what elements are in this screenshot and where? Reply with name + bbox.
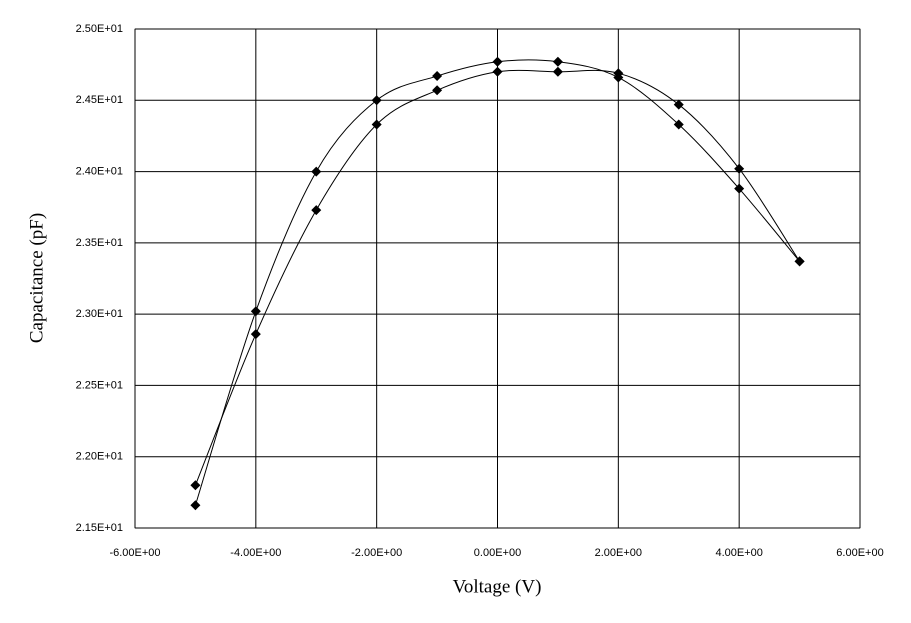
data-point xyxy=(250,306,261,317)
y-tick-label: 2.50E+01 xyxy=(76,23,123,35)
y-tick-label: 2.45E+01 xyxy=(76,94,123,106)
data-point xyxy=(492,56,503,67)
x-tick-label: 2.00E+00 xyxy=(595,547,642,559)
data-point xyxy=(794,256,805,267)
y-tick-label: 2.15E+01 xyxy=(76,522,123,534)
data-point xyxy=(734,163,745,174)
data-point xyxy=(673,99,684,110)
data-point xyxy=(613,68,624,79)
y-tick-label: 2.20E+01 xyxy=(76,451,123,463)
x-axis-title: Voltage (V) xyxy=(453,576,542,597)
y-tick-label: 2.30E+01 xyxy=(76,308,123,320)
data-point xyxy=(492,66,503,77)
data-point xyxy=(311,166,322,177)
x-tick-label: 4.00E+00 xyxy=(715,547,762,559)
series-line xyxy=(194,69,801,486)
y-tick-label: 2.25E+01 xyxy=(76,379,123,391)
x-tick-label: -2.00E+00 xyxy=(351,547,402,559)
y-axis-title: Capacitance (pF) xyxy=(26,213,47,343)
data-point xyxy=(432,85,443,96)
data-point xyxy=(250,329,261,340)
x-tick-label: 0.00E+00 xyxy=(474,547,521,559)
data-point xyxy=(552,66,563,77)
x-tick-label: -6.00E+00 xyxy=(109,547,160,559)
data-point xyxy=(371,95,382,106)
data-point xyxy=(190,500,201,511)
x-tick-label: -4.00E+00 xyxy=(230,547,281,559)
data-point xyxy=(734,183,745,194)
y-tick-label: 2.40E+01 xyxy=(76,165,123,177)
data-point xyxy=(190,480,201,491)
series-line xyxy=(194,59,800,506)
y-tick-label: 2.35E+01 xyxy=(76,237,123,249)
data-point xyxy=(432,71,443,82)
data-point xyxy=(371,119,382,130)
data-point xyxy=(311,205,322,216)
data-point xyxy=(552,56,563,67)
x-tick-label: 6.00E+00 xyxy=(836,547,883,559)
data-point xyxy=(673,119,684,130)
